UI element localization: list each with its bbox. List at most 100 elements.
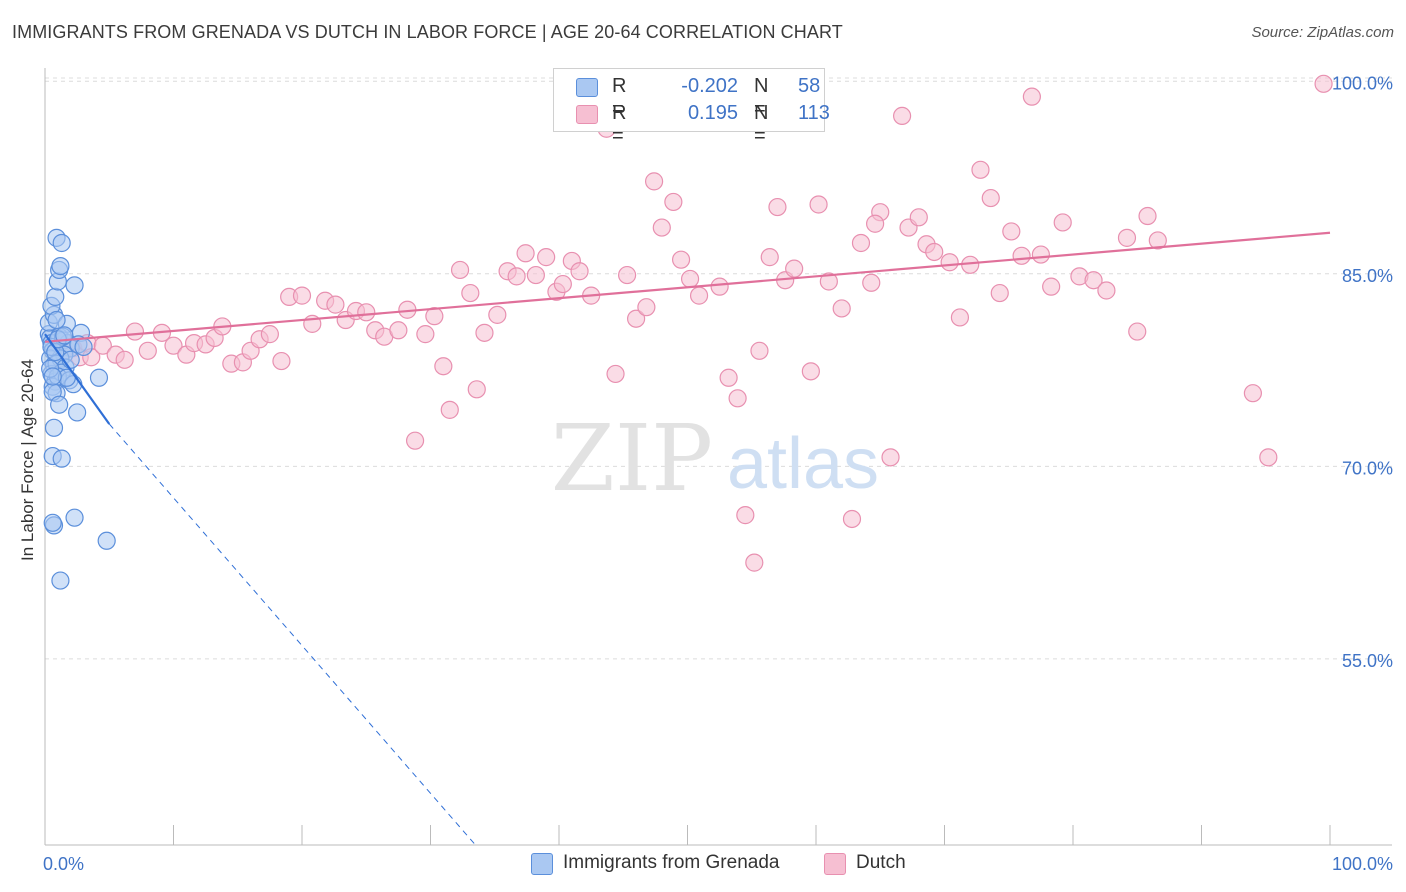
dutch-point [862,273,881,292]
dutch-point [326,295,345,314]
bottom-legend-swatch-pink [824,853,846,875]
dutch-point [461,283,480,303]
dutch-point [272,351,291,371]
dutch-point [1314,74,1333,93]
dutch-point [950,308,970,327]
dutch-point [842,509,862,529]
dutch-point [671,250,691,269]
dutch-point [440,400,459,419]
dutch-point [467,380,486,399]
legend-n-value: 58 [798,75,821,97]
dutch-point [750,341,769,360]
dutch-point [357,303,376,322]
dutch-point [1031,245,1050,264]
legend-r-label: R = [612,75,627,120]
bottom-legend-dutch: Dutch [824,852,944,876]
dutch-point [851,233,871,253]
legend-n-label: N = [754,75,769,120]
x-tick-label-min: 0.0% [43,854,84,874]
y-tick-label: 70.0% [1342,458,1393,478]
dutch-point [138,341,157,360]
dutch-point [819,272,838,291]
grenada-point [89,368,109,387]
grenada-point [52,449,71,468]
y-tick-label: 85.0% [1342,266,1393,286]
grenada-point [43,513,62,532]
grenada-point [51,571,70,590]
dutch-point [710,277,729,296]
dutch-point [832,299,851,318]
dutch-point [664,192,683,212]
dutch-point [680,269,700,289]
dutch-point [416,325,435,344]
grenada-point [97,531,116,550]
dutch-point [553,274,572,294]
axes-layer [44,68,1392,846]
dutch-point [475,323,494,342]
dutch-point [809,195,828,214]
dutch-point [537,248,556,267]
dutch-point [1138,206,1157,226]
grenada-point [74,337,93,357]
legend-n-label: N = [754,102,769,147]
legend-swatch-blue [576,78,598,97]
chart-title: IMMIGRANTS FROM GRENADA VS DUTCH IN LABO… [12,22,843,42]
legend-swatch-pink [576,105,598,124]
dutch-point [526,265,545,285]
dutch-point [1084,271,1103,290]
dutch-trend-line [44,231,1331,343]
dutch-point [164,336,183,355]
dutch-point [745,553,764,572]
dutch-point [405,431,425,450]
source-label: Source: ZipAtlas.com [1251,24,1394,41]
dutch-point [728,389,747,408]
grenada-trend-extension [108,423,476,846]
dutch-point [292,286,312,305]
grenada-point [50,395,69,414]
dutch-point [866,214,885,233]
bottom-legend-label: Immigrants from Grenada [563,852,780,873]
grenada-point [51,256,70,276]
watermark: ZIP atlas [551,405,879,512]
dutch-point [971,160,990,179]
grenada-point [65,508,84,527]
dutch-point [760,248,779,267]
dutch-point [626,309,646,328]
dutch-point [1259,448,1278,467]
grenada-point [65,276,84,295]
correlation-legend: R = -0.202 N = 58 R = 0.195 N = 113 [553,68,830,147]
dutch-point [652,218,671,237]
dutch-point [1128,322,1147,341]
y-axis-label-wrap: In Labor Force | Age 20-64 [18,330,38,590]
grenada-point [46,287,65,306]
dutch-point [434,357,453,376]
dutch-point [425,307,444,326]
dutch-point [450,260,470,280]
dutch-point [115,350,134,369]
dutch-point [785,259,804,278]
dutch-point [606,364,625,384]
watermark-zip: ZIP [551,405,713,512]
dutch-point [768,197,787,217]
trend-lines [44,231,1331,846]
legend-r-value: -0.202 [681,75,738,97]
dutch-point [719,368,738,387]
dutch-point [637,298,656,317]
dutch-point [125,322,145,341]
grenada-trend-line [44,333,111,425]
dutch-point [801,362,820,381]
grenada-point [61,350,80,369]
dutch-point [1053,213,1072,232]
grenada-point [47,310,66,330]
tick-labels: 55.0% 70.0% 85.0% 100.0% 0.0% 100.0% [43,73,1393,874]
dutch-point [260,325,279,344]
bottom-legend-label: Dutch [856,852,906,873]
grenada-points [39,228,116,590]
dutch-point [1117,228,1137,247]
dutch-point [1097,281,1116,300]
dutch-point [389,321,408,340]
legend-r-label: R = [612,102,627,147]
dutch-point [644,172,664,191]
dutch-point [507,267,526,286]
dutch-point [940,253,959,272]
